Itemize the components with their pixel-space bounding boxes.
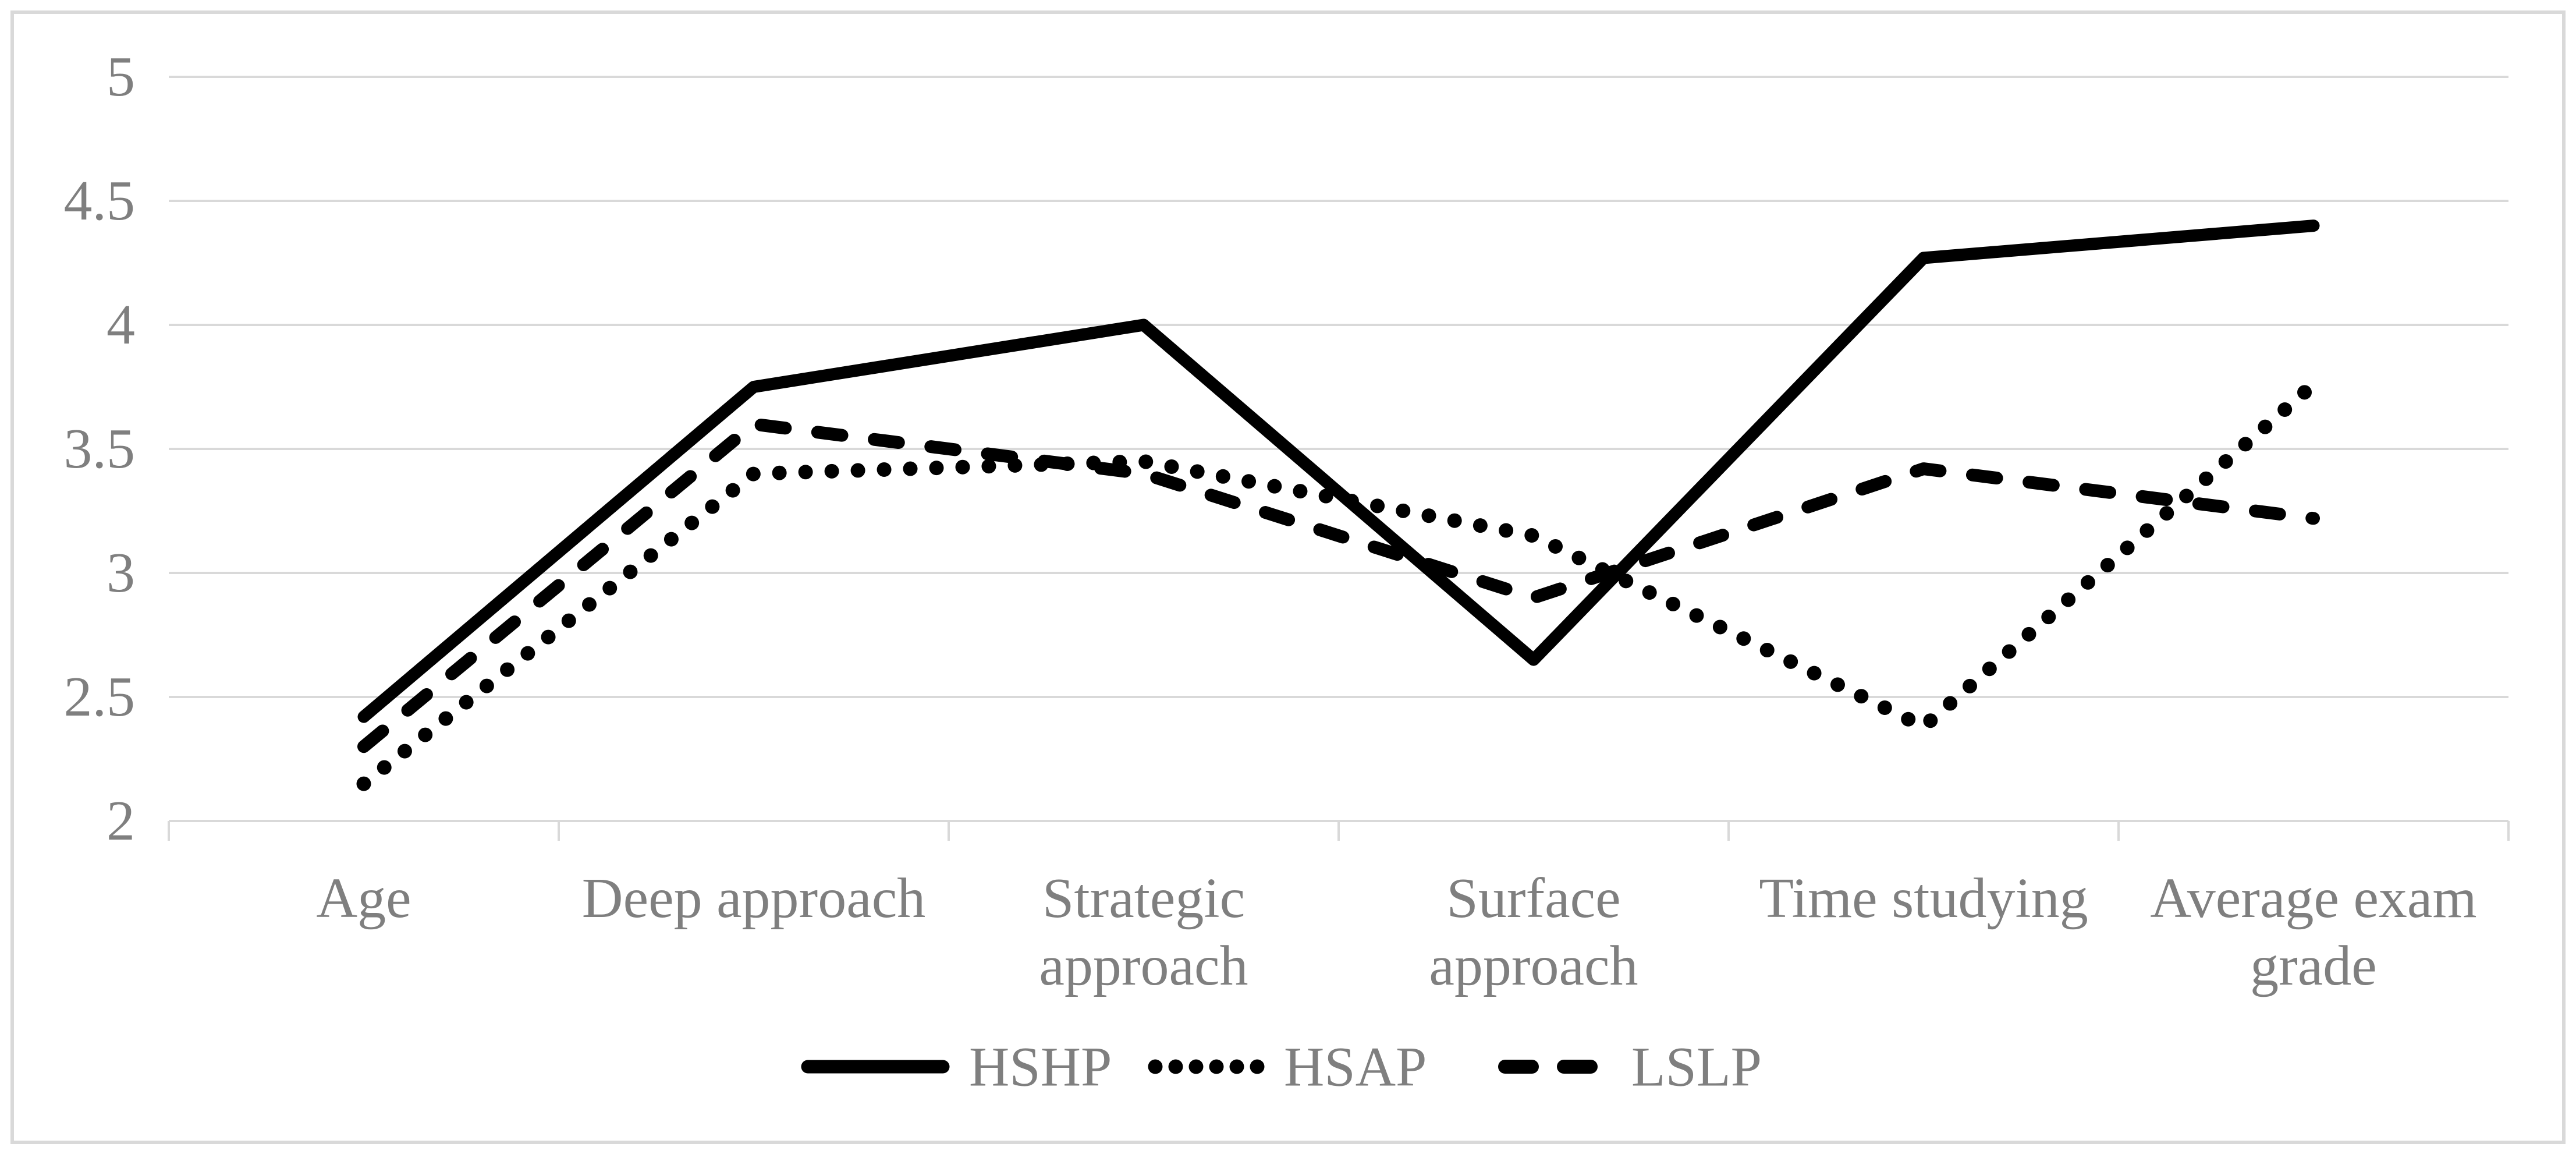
series-line-lslp (357, 417, 2320, 753)
y-axis-tick-label: 3 (107, 541, 135, 604)
category-label-average-exam-grade: grade (2250, 935, 2377, 997)
category-label-time-studying: Time studying (1759, 867, 2088, 930)
legend-label-hsap: HSAP (1284, 1036, 1427, 1098)
series-line-hsap (356, 377, 2321, 791)
y-axis-tick-label: 3.5 (64, 417, 136, 480)
category-label-surface-approach: Surface (1446, 867, 1620, 930)
category-label-average-exam-grade: Average exam (2150, 867, 2476, 930)
category-label-surface-approach: approach (1429, 935, 1638, 997)
category-label-age: Age (316, 867, 411, 930)
legend-label-hshp: HSHP (969, 1036, 1112, 1098)
legend-label-lslp: LSLP (1631, 1036, 1762, 1098)
series-line-hshp (357, 220, 2320, 723)
y-axis-tick-label: 4 (107, 293, 135, 356)
chart-frame-border (10, 10, 2566, 1144)
y-axis-tick-label: 5 (107, 45, 135, 108)
category-label-strategic-approach: approach (1039, 935, 1248, 997)
category-label-strategic-approach: Strategic (1042, 867, 1245, 930)
category-label-deep-approach: Deep approach (582, 867, 925, 930)
y-axis-tick-label: 2 (107, 790, 135, 852)
y-axis-tick-label: 2.5 (64, 666, 136, 728)
y-axis-tick-label: 4.5 (64, 169, 136, 232)
